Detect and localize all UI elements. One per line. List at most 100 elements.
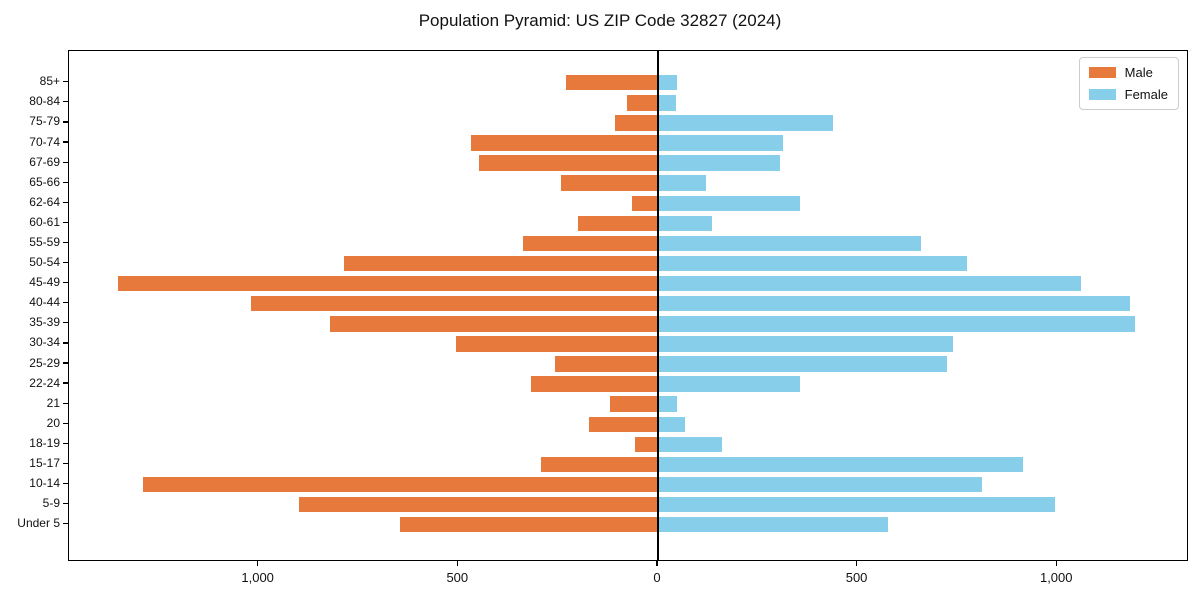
plot-area: Male Female (68, 50, 1188, 561)
y-axis-label-55-59: 55-59 (29, 234, 60, 249)
x-axis-tickmark (656, 561, 658, 566)
y-axis-label-80-84: 80-84 (29, 94, 60, 109)
y-axis-tickmark (63, 181, 68, 183)
female-bar-80-84 (657, 95, 676, 111)
y-axis-label-30-34: 30-34 (29, 335, 60, 350)
female-bar-35-39 (657, 316, 1136, 332)
y-axis-label-60-61: 60-61 (29, 214, 60, 229)
y-axis-tickmark (63, 422, 68, 424)
y-axis-label-21: 21 (46, 395, 60, 410)
male-bar-25-29 (554, 356, 658, 372)
legend-female-label: Female (1124, 87, 1168, 102)
male-bar-65-66 (561, 175, 658, 191)
y-axis-tickmark (63, 462, 68, 465)
male-bar-5-9 (299, 496, 658, 513)
y-axis-label-15-17: 15-17 (29, 455, 60, 470)
female-bar-30-34 (657, 336, 953, 352)
legend: Male Female (1078, 57, 1179, 110)
female-bar-Under 5 (657, 516, 889, 533)
y-axis-label-18-19: 18-19 (29, 435, 60, 450)
male-bar-67-69 (479, 155, 658, 171)
male-bar-40-44 (250, 295, 658, 312)
y-axis-tickmark (63, 121, 68, 123)
y-axis-tickmark (63, 201, 68, 203)
male-bar-85+ (566, 74, 658, 91)
male-bar-30-34 (455, 336, 658, 352)
y-axis-label-62-64: 62-64 (29, 194, 60, 209)
male-bar-22-24 (530, 376, 658, 392)
female-bar-70-74 (657, 135, 783, 151)
female-bar-22-24 (657, 376, 800, 392)
zero-axis-line (657, 51, 659, 560)
male-bar-35-39 (329, 316, 658, 332)
x-axis-label-0: 0 (653, 570, 661, 585)
female-bar-15-17 (657, 456, 1023, 473)
male-bar-21 (610, 396, 658, 412)
x-axis-tickmark (855, 561, 858, 566)
female-bar-45-49 (657, 275, 1081, 292)
male-bar-18-19 (634, 436, 658, 453)
male-bar-10-14 (142, 476, 658, 493)
male-bar-75-79 (615, 115, 658, 131)
y-axis-tickmark (63, 482, 68, 485)
y-axis-tickmark (63, 322, 68, 324)
female-bar-62-64 (657, 195, 801, 212)
female-bar-60-61 (657, 215, 712, 232)
y-axis-label-25-29: 25-29 (29, 355, 60, 370)
y-axis-label-50-54: 50-54 (29, 255, 60, 270)
female-bar-5-9 (657, 496, 1056, 513)
y-axis-tickmark (63, 523, 68, 525)
legend-entry-male: Male (1088, 65, 1168, 80)
male-bar-62-64 (631, 195, 658, 212)
male-bar-70-74 (470, 135, 658, 151)
female-bar-55-59 (657, 235, 921, 252)
y-axis-label-67-69: 67-69 (29, 154, 60, 169)
y-axis-tickmark (63, 81, 68, 83)
female-bar-10-14 (657, 476, 983, 493)
y-axis-tickmark (63, 362, 68, 364)
x-axis-label-500: 500 (845, 570, 868, 585)
y-axis-tickmark (63, 261, 68, 264)
female-bar-18-19 (657, 436, 722, 453)
y-axis-label-5-9: 5-9 (42, 496, 60, 511)
male-bar-60-61 (578, 215, 658, 232)
female-bar-85+ (657, 74, 678, 91)
male-bar-45-49 (117, 275, 658, 292)
y-axis-label-45-49: 45-49 (29, 275, 60, 290)
male-bar-20 (589, 416, 658, 433)
legend-male-label: Male (1124, 65, 1153, 80)
female-bar-25-29 (657, 356, 948, 372)
legend-male-swatch (1088, 67, 1116, 78)
female-bar-75-79 (657, 115, 833, 131)
y-axis-tickmark (63, 382, 68, 384)
y-axis-tickmark (63, 442, 68, 444)
x-axis-label-1,000: 1,000 (1039, 570, 1073, 585)
y-axis-tickmark (63, 221, 68, 223)
y-axis-label-65-66: 65-66 (29, 174, 60, 189)
male-bar-50-54 (344, 255, 658, 272)
x-axis-tickmark (1055, 561, 1057, 566)
y-axis-tickmark (63, 503, 68, 505)
y-axis-label-20: 20 (46, 415, 60, 430)
male-bar-15-17 (540, 456, 658, 473)
female-bar-65-66 (657, 175, 706, 191)
y-axis-label-85+: 85+ (39, 74, 60, 89)
male-bar-Under 5 (400, 516, 658, 533)
x-axis-label-1,000: 1,000 (241, 570, 274, 585)
y-axis-tickmark (63, 101, 68, 103)
y-axis-tickmark (63, 282, 68, 284)
y-axis-tickmark (63, 141, 68, 143)
y-axis-tickmark (63, 302, 68, 304)
female-bar-50-54 (657, 255, 967, 272)
chart-title: Population Pyramid: US ZIP Code 32827 (2… (418, 11, 782, 30)
y-axis-label-Under 5: Under 5 (17, 516, 60, 531)
y-axis-tickmark (63, 161, 68, 163)
male-bar-80-84 (626, 95, 658, 111)
y-axis-label-10-14: 10-14 (29, 476, 60, 491)
y-axis-label-40-44: 40-44 (29, 295, 60, 310)
x-axis-tickmark (257, 561, 259, 566)
legend-entry-female: Female (1088, 87, 1168, 102)
female-bar-40-44 (657, 295, 1131, 312)
y-axis-label-22-24: 22-24 (29, 375, 60, 390)
